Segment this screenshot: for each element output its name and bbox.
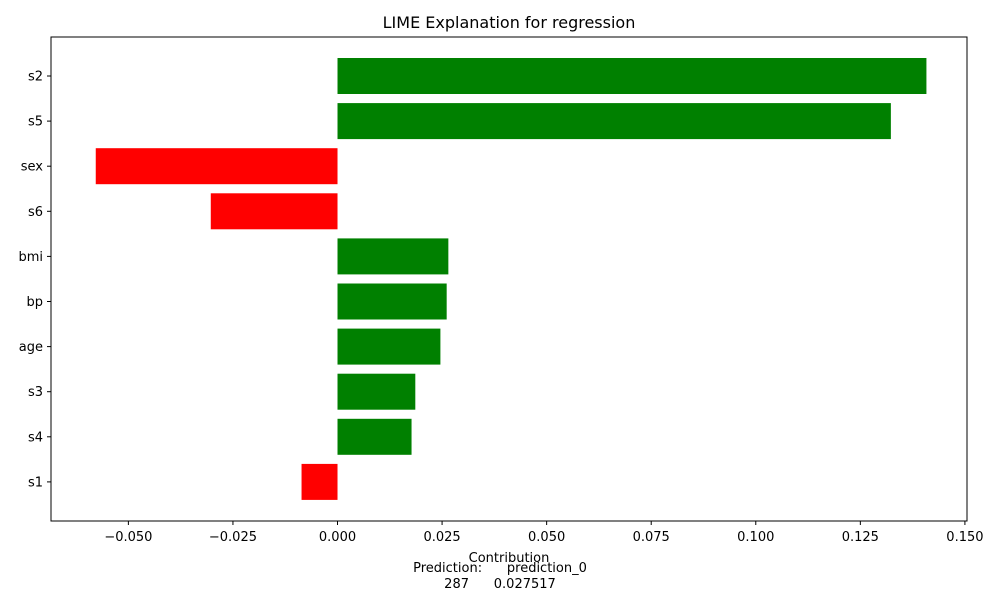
bar-s5 [337,103,891,140]
y-tick-label: age [19,340,43,355]
bar-sex [95,148,338,185]
y-tick-label: bp [26,295,43,310]
x-tick-label: −0.050 [104,530,152,545]
x-axis-label: Contribution [469,551,550,566]
x-tick-label: −0.025 [209,530,257,545]
x-tick-label: 0.125 [842,530,879,545]
bar-s6 [210,193,338,230]
prediction-line-1: Prediction: prediction_0 [413,561,587,576]
bars-layer [95,58,927,500]
y-tick-label: s1 [28,475,43,490]
prediction-line-2: 287 0.027517 [444,577,556,592]
x-tick-label: 0.150 [946,530,983,545]
x-tick-label: 0.050 [528,530,565,545]
y-tick-label: s6 [28,205,43,220]
y-tick-label: s5 [28,115,43,130]
y-tick-label: s3 [28,385,43,400]
bar-s4 [337,418,412,455]
bar-s3 [337,373,416,410]
y-tick-label: bmi [18,250,43,265]
y-axis: s2 s5 sex s6 bmi bp age s3 s4 s1 [18,70,51,490]
x-tick-label: 0.075 [633,530,670,545]
y-tick-label: s4 [28,430,43,445]
x-tick-label: 0.100 [737,530,774,545]
bar-s2 [337,58,927,94]
plot-frame [50,36,968,522]
bar-s1 [301,463,338,500]
chart-title: LIME Explanation for regression [383,13,636,32]
bar-age [337,328,441,365]
y-tick-label: sex [21,160,44,175]
x-tick-label: 0.025 [423,530,460,545]
bar-bmi [337,238,449,275]
x-tick-label: 0.000 [319,530,356,545]
bar-bp [337,283,447,320]
x-axis: −0.050 −0.025 0.000 0.025 0.050 0.075 0.100 0.1… [104,521,984,545]
y-tick-label: s2 [28,70,43,85]
